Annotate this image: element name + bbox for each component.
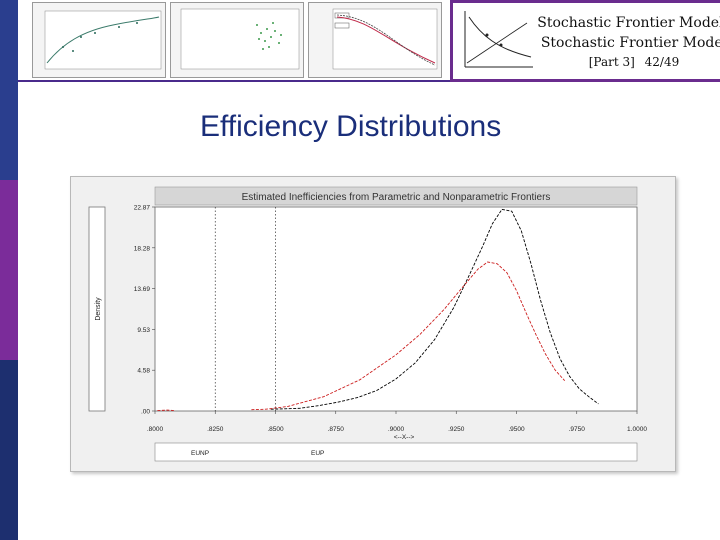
chart-window: Density Estimated Inefficiencies from Par…: [70, 176, 676, 472]
sidebar-accent: [0, 0, 18, 540]
sidebar-segment-middle: [0, 180, 18, 360]
part-label: [Part 3]: [588, 55, 635, 69]
chart-title-bar: [154, 186, 638, 206]
x-tick-label: .9500: [508, 426, 525, 433]
x-tick-label: .8250: [207, 426, 224, 433]
thumbnail-scatter-plot: [170, 2, 304, 78]
thumbnail-frontier-plot: [32, 2, 166, 78]
y-tick-label: 22.87: [134, 205, 151, 212]
series-line-eunp: [270, 208, 599, 410]
plot-area: [154, 206, 638, 412]
legend-entry-eup: EUP: [311, 450, 324, 457]
x-tick-label: .9000: [388, 426, 405, 433]
x-tick-label: .8750: [328, 426, 345, 433]
page-number: 42/49: [644, 55, 680, 69]
efficiency-chart: Density Estimated Inefficiencies from Par…: [88, 186, 647, 462]
ylabel-box: [88, 206, 106, 412]
header-title-line2: Stochastic Frontier Model: [540, 35, 720, 51]
chart-title: Estimated Inefficiencies from Parametric…: [242, 192, 551, 203]
legend-box: [154, 442, 638, 462]
x-axis-label: <--X-->: [394, 434, 415, 441]
y-tick-label: 4.58: [137, 368, 150, 375]
header-title-line1: Stochastic Frontier Models: [537, 15, 720, 31]
x-tick-label: .9250: [448, 426, 465, 433]
x-tick-label: 1.0000: [627, 426, 647, 433]
x-tick-label: .9750: [569, 426, 586, 433]
y-axis-label: Density: [95, 297, 102, 321]
sidebar-segment-top: [0, 0, 18, 180]
series-line-eup: [157, 261, 566, 412]
y-tick-label: 13.69: [134, 286, 151, 293]
thumbnail-density-plot: [308, 2, 442, 78]
x-tick-label: .8500: [267, 426, 284, 433]
header-page-info: [Part 3] 42/49: [533, 55, 720, 69]
legend-entry-eunp: EUNP: [191, 450, 209, 457]
y-tick-label: .00: [141, 409, 150, 416]
header-title-box: Stochastic Frontier Models Stochastic Fr…: [450, 0, 720, 82]
x-tick-label: .8000: [147, 426, 164, 433]
y-tick-label: 18.28: [134, 245, 151, 252]
frontier-diagram-icon: [464, 11, 533, 68]
header-band: Stochastic Frontier Models Stochastic Fr…: [18, 0, 720, 82]
sidebar-segment-bottom: [0, 360, 18, 540]
slide-title: Efficiency Distributions: [200, 110, 502, 143]
y-tick-label: 9.53: [137, 327, 150, 334]
